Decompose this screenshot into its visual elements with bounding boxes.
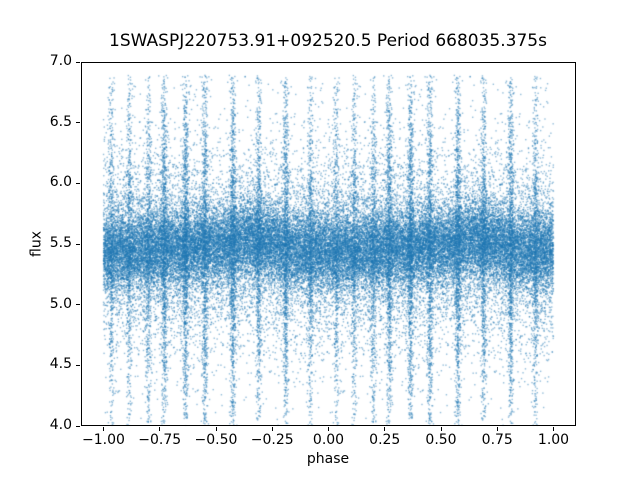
y-tick-label: 5.0 <box>49 295 72 312</box>
x-tick-mark <box>159 427 161 431</box>
x-axis-label: phase <box>306 451 350 467</box>
y-tick-label: 6.0 <box>49 174 72 191</box>
y-tick-mark <box>76 304 80 306</box>
x-tick-mark <box>215 427 217 431</box>
x-tick-label: −0.75 <box>138 432 182 448</box>
x-tick-label: 1.00 <box>537 432 570 448</box>
x-tick-mark <box>103 427 104 431</box>
x-tick-label: 0.00 <box>312 432 345 448</box>
y-tick-label: 4.0 <box>49 417 72 433</box>
x-tick-label: 0.25 <box>369 432 401 448</box>
x-tick-label: −0.50 <box>194 432 238 448</box>
x-tick-label: 0.75 <box>481 432 513 448</box>
y-tick-mark <box>76 182 80 184</box>
y-axis-label: flux <box>28 231 45 257</box>
y-tick-mark <box>76 425 80 427</box>
x-tick-mark <box>440 427 442 431</box>
y-tick-label: 4.5 <box>49 356 72 373</box>
x-tick-label: 0.50 <box>425 432 457 448</box>
x-tick-mark <box>328 427 329 431</box>
x-tick-label: −1.00 <box>82 432 125 448</box>
y-tick-mark <box>76 243 80 245</box>
y-tick-label: 5.5 <box>49 235 72 251</box>
y-tick-label: 7.0 <box>49 53 72 69</box>
x-tick-mark <box>496 427 498 431</box>
y-tick-mark <box>76 61 80 63</box>
y-tick-mark <box>76 122 80 124</box>
x-tick-mark <box>271 427 273 431</box>
x-tick-mark <box>553 427 554 431</box>
x-tick-label: −0.25 <box>250 432 294 448</box>
x-tick-mark <box>384 427 386 431</box>
y-tick-mark <box>76 364 80 366</box>
y-tick-label: 6.5 <box>49 113 72 130</box>
